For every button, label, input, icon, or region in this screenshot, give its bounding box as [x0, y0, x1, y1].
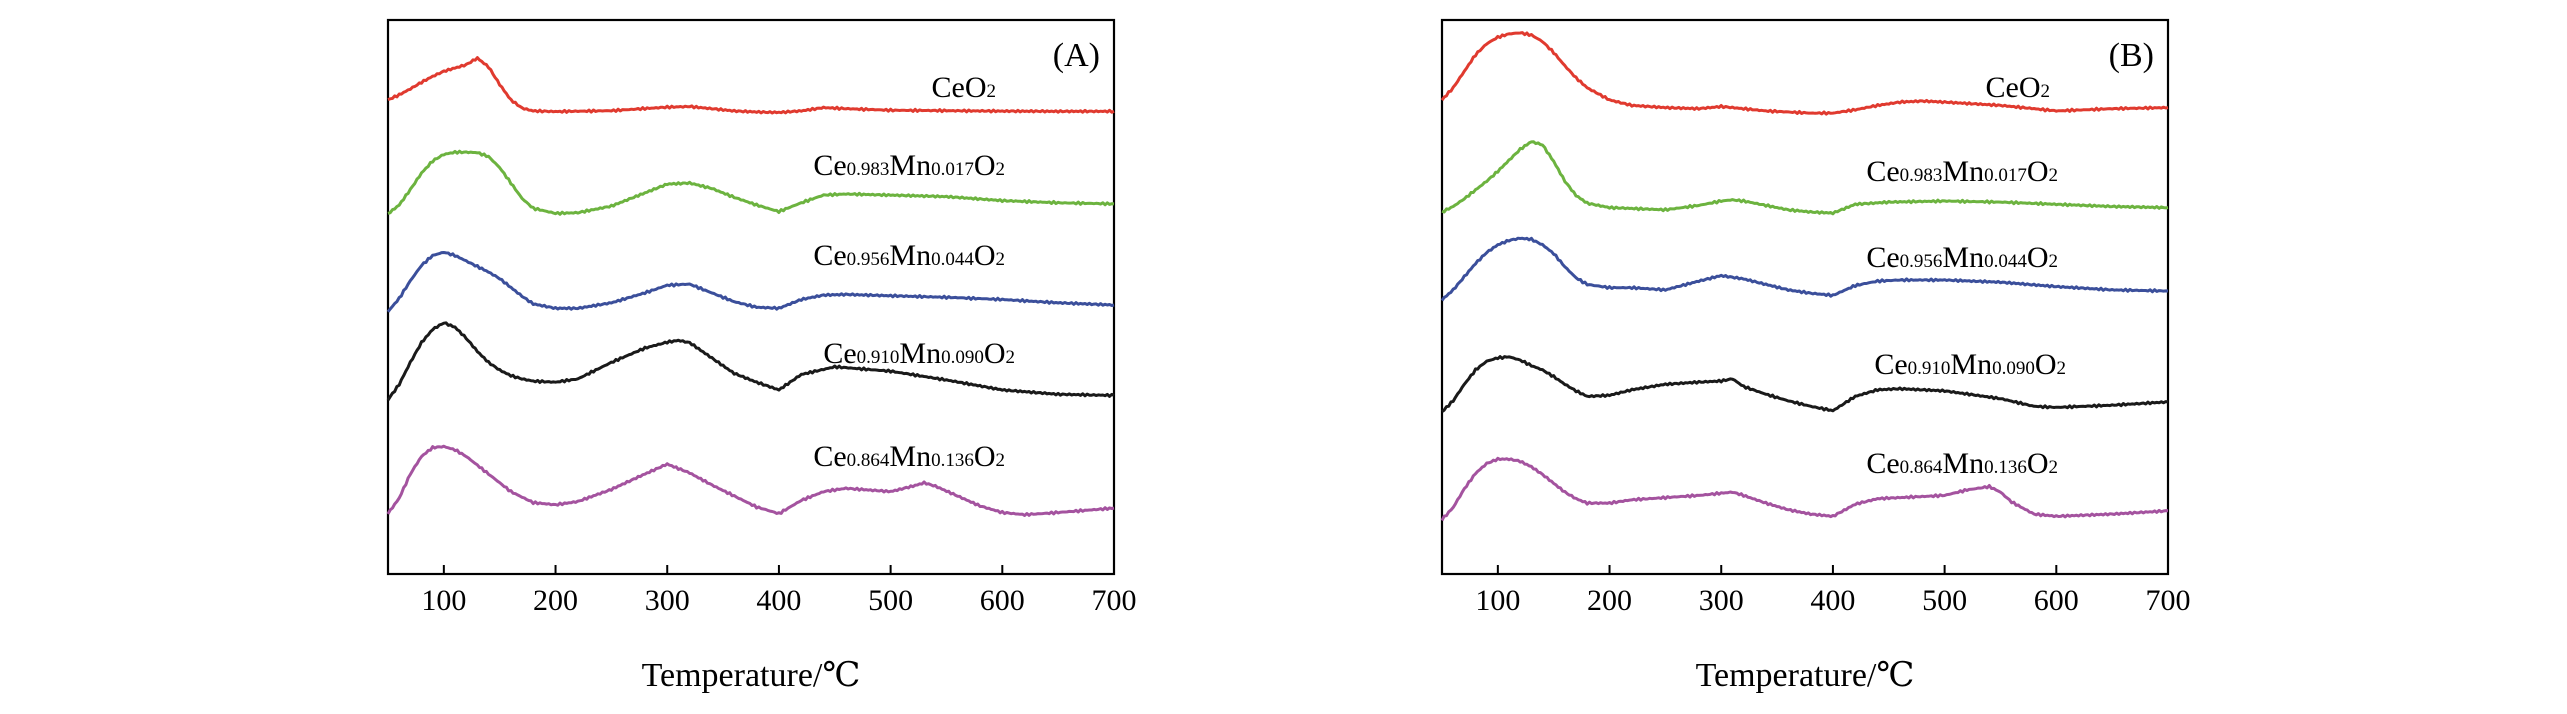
x-tick-label: 500: [1922, 584, 1967, 617]
series-curves: [386, 56, 1115, 517]
x-tick-label: 700: [1092, 584, 1137, 617]
series-label-5: Ce0.864Mn0.136O2: [1866, 447, 2058, 480]
x-tick-label: 300: [1699, 584, 1744, 617]
x-tick-label: 700: [2146, 584, 2191, 617]
series-label-4: Ce0.910Mn0.090O2: [1874, 348, 2066, 381]
series-label-3: Ce0.956Mn0.044O2: [813, 239, 1005, 272]
series-line-3: [1440, 236, 2169, 302]
series-line-5: [1440, 456, 2169, 522]
series-label-4: Ce0.910Mn0.090O2: [823, 337, 1015, 370]
series-line-4: [386, 321, 1115, 401]
series-labels: CeO2 Ce0.983Mn0.017O2 Ce0.956Mn0.044O2 Ce0.…: [813, 71, 1015, 473]
plot-frame: [386, 18, 1116, 576]
series-line-2: [387, 149, 1115, 216]
series-curves: [1440, 31, 2169, 522]
plot-frame: [1440, 18, 2170, 576]
series-line-2: [1441, 140, 2169, 216]
series-line-1: [1440, 31, 2169, 116]
panel-a: (A) Temperature/℃ 100 200 300 400 500 600 700 …: [386, 18, 1137, 694]
series-labels: CeO2 Ce0.983Mn0.017O2 Ce0.956Mn0.044O2 Ce0.…: [1866, 71, 2066, 480]
x-axis-title: Temperature/℃: [642, 657, 861, 694]
series-label-5: Ce0.864Mn0.136O2: [813, 440, 1005, 473]
series-line-1: [387, 56, 1115, 115]
x-tick-label: 100: [421, 584, 466, 617]
series-label-1: CeO2: [932, 71, 997, 104]
panel-label: (B): [2109, 37, 2154, 74]
x-ticks: 100 200 300 400 500 600 700: [1475, 565, 2191, 617]
x-tick-label: 400: [1810, 584, 1855, 617]
series-line-4: [1441, 355, 2169, 413]
x-tick-label: 400: [756, 584, 801, 617]
x-tick-label: 200: [533, 584, 578, 617]
panel-label: (A): [1053, 37, 1100, 74]
x-tick-label: 600: [2034, 584, 2079, 617]
series-label-3: Ce0.956Mn0.044O2: [1866, 241, 2058, 274]
panel-b: (B) Temperature/℃ 100 200 300 400 500 600 700 …: [1440, 18, 2191, 694]
x-tick-label: 500: [868, 584, 913, 617]
series-label-2: Ce0.983Mn0.017O2: [1866, 155, 2058, 188]
series-line-5: [386, 444, 1115, 517]
x-tick-label: 200: [1587, 584, 1632, 617]
x-axis-title: Temperature/℃: [1696, 657, 1915, 694]
x-tick-label: 300: [645, 584, 690, 617]
series-line-3: [386, 251, 1115, 313]
series-label-1: CeO2: [1986, 71, 2051, 104]
series-label-2: Ce0.983Mn0.017O2: [813, 149, 1005, 182]
x-tick-label: 100: [1475, 584, 1520, 617]
x-tick-label: 600: [980, 584, 1025, 617]
x-ticks: 100 200 300 400 500 600 700: [421, 565, 1137, 617]
